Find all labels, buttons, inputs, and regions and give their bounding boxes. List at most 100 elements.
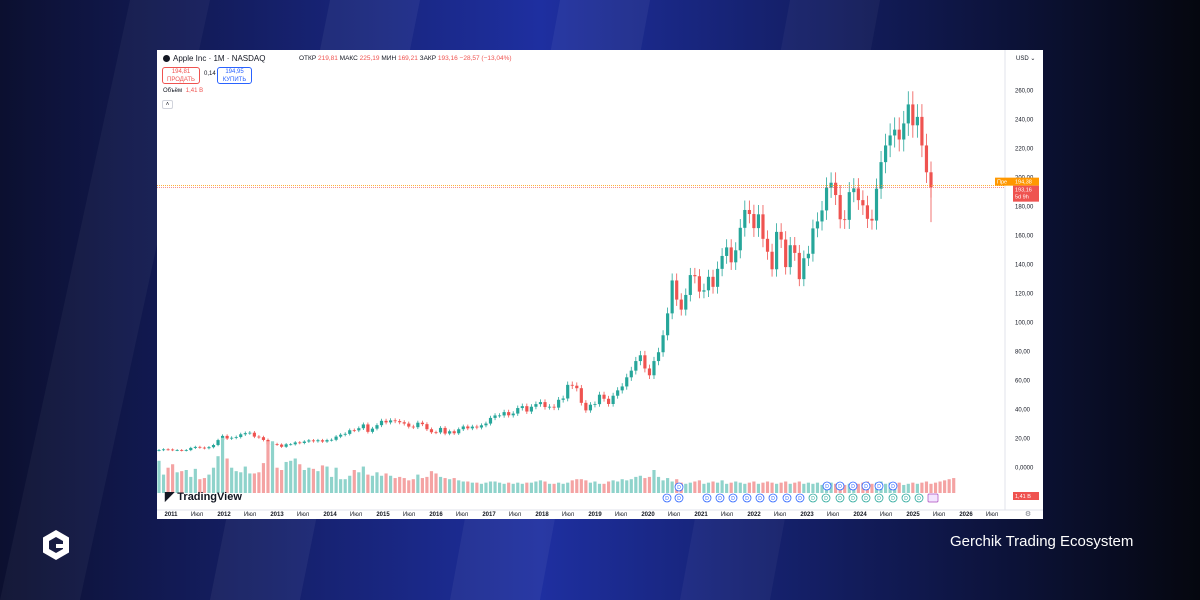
x-tick-label: Июл xyxy=(403,512,416,518)
dividend-marker-label: D xyxy=(665,496,669,502)
volume-bar xyxy=(620,479,624,493)
x-tick-label: 2015 xyxy=(376,512,390,518)
candle xyxy=(443,427,447,434)
candle xyxy=(897,129,901,140)
volume-bar xyxy=(924,481,929,493)
candle xyxy=(688,275,692,295)
volume-bar xyxy=(270,441,275,493)
volume-bar xyxy=(597,483,602,493)
candle xyxy=(920,116,924,146)
candle xyxy=(775,231,779,270)
candle xyxy=(865,205,870,219)
volume-bar xyxy=(171,464,175,493)
volume-bar xyxy=(534,481,538,493)
dividend-marker xyxy=(914,493,924,503)
candle xyxy=(838,195,842,220)
candle xyxy=(779,231,783,240)
candle xyxy=(793,245,797,253)
volume-bar xyxy=(693,481,697,493)
dividend-marker xyxy=(782,493,792,503)
x-tick-label: Июл xyxy=(244,512,257,518)
apple-icon xyxy=(163,55,170,62)
chart-settings-icon[interactable]: ⚙ xyxy=(1025,510,1031,518)
candle xyxy=(856,188,860,201)
candle xyxy=(361,424,365,429)
volume-bar xyxy=(834,483,838,493)
volume-bar xyxy=(575,479,579,493)
volume-bar xyxy=(552,483,556,493)
candle xyxy=(893,129,897,136)
candle xyxy=(275,444,279,445)
candle xyxy=(834,182,838,196)
x-tick-label: 2013 xyxy=(270,512,284,518)
collapse-chevron-icon[interactable]: ˄ xyxy=(162,100,173,109)
y-tick-label: 100,00 xyxy=(1015,321,1034,327)
dividend-marker-label: D xyxy=(811,496,815,502)
volume-bar xyxy=(443,478,447,493)
x-tick-label: Июл xyxy=(668,512,681,518)
volume-bar xyxy=(915,483,919,493)
dividend-marker xyxy=(702,493,712,503)
volume-bar xyxy=(180,471,184,493)
volume-bar xyxy=(289,460,293,493)
brand-name: Gerchik Trading Ecosystem xyxy=(950,533,1134,550)
ohlc-readout: ОТКР 219,81 МАКС 225,19 МИН 169,21 ЗАКР … xyxy=(299,55,512,62)
volume-bar xyxy=(566,482,570,493)
price-chart[interactable]: 260,00240,00220,00200,00180,00160,00140,… xyxy=(157,50,1043,519)
candle xyxy=(502,412,506,416)
currency-selector[interactable]: USD ⌄ xyxy=(1016,55,1035,62)
candle xyxy=(339,434,343,437)
volume-bar xyxy=(770,482,774,493)
volume-bar xyxy=(806,482,810,493)
candle xyxy=(561,398,565,400)
volume-bar xyxy=(488,481,493,493)
sell-button[interactable]: 194,81 ПРОДАТЬ xyxy=(162,67,200,84)
candle xyxy=(207,447,211,449)
volume-bar xyxy=(398,476,402,493)
volume-bar xyxy=(815,482,820,493)
candle xyxy=(261,437,266,440)
candle xyxy=(484,423,488,426)
volume-bar xyxy=(702,483,706,493)
candle xyxy=(302,441,306,443)
volume-bar xyxy=(929,483,933,493)
volume-bar xyxy=(734,481,738,493)
volume-indicator[interactable]: Объём 1,41 B xyxy=(163,88,203,94)
candle xyxy=(280,444,284,447)
candle xyxy=(398,421,402,423)
volume-bar xyxy=(389,475,393,493)
buy-button[interactable]: 194,95 КУПИТЬ xyxy=(217,67,252,84)
dividend-marker xyxy=(742,493,752,503)
candle xyxy=(520,406,524,409)
volume-bar xyxy=(220,437,225,493)
ohlc-close-value: 193,16 −28,57 (−13,04%) xyxy=(437,55,512,62)
volume-bar xyxy=(502,483,506,493)
volume-bar xyxy=(584,480,588,493)
candle xyxy=(820,210,824,222)
candle xyxy=(171,449,175,451)
volume-bar xyxy=(161,474,166,493)
candle xyxy=(175,450,179,451)
candle xyxy=(666,313,670,336)
candle xyxy=(693,275,697,277)
volume-bar xyxy=(234,471,238,493)
candle xyxy=(711,276,715,287)
candle xyxy=(352,430,356,432)
volume-bar xyxy=(579,479,583,493)
candle xyxy=(647,368,652,376)
candle xyxy=(861,200,865,206)
volume-bar xyxy=(475,482,479,493)
earnings-marker-label: D xyxy=(838,484,842,490)
volume-bar xyxy=(788,483,792,493)
volume-bar xyxy=(670,481,674,493)
volume-bar xyxy=(511,483,515,493)
dividend-marker xyxy=(874,493,884,503)
candle xyxy=(293,442,297,445)
symbol-title[interactable]: Apple Inc · 1M · NASDAQ xyxy=(163,54,265,63)
volume-bar xyxy=(706,482,711,493)
candle xyxy=(911,104,915,126)
candle xyxy=(475,426,479,428)
candle xyxy=(216,440,220,446)
volume-bar xyxy=(329,476,334,493)
candle xyxy=(534,404,538,407)
